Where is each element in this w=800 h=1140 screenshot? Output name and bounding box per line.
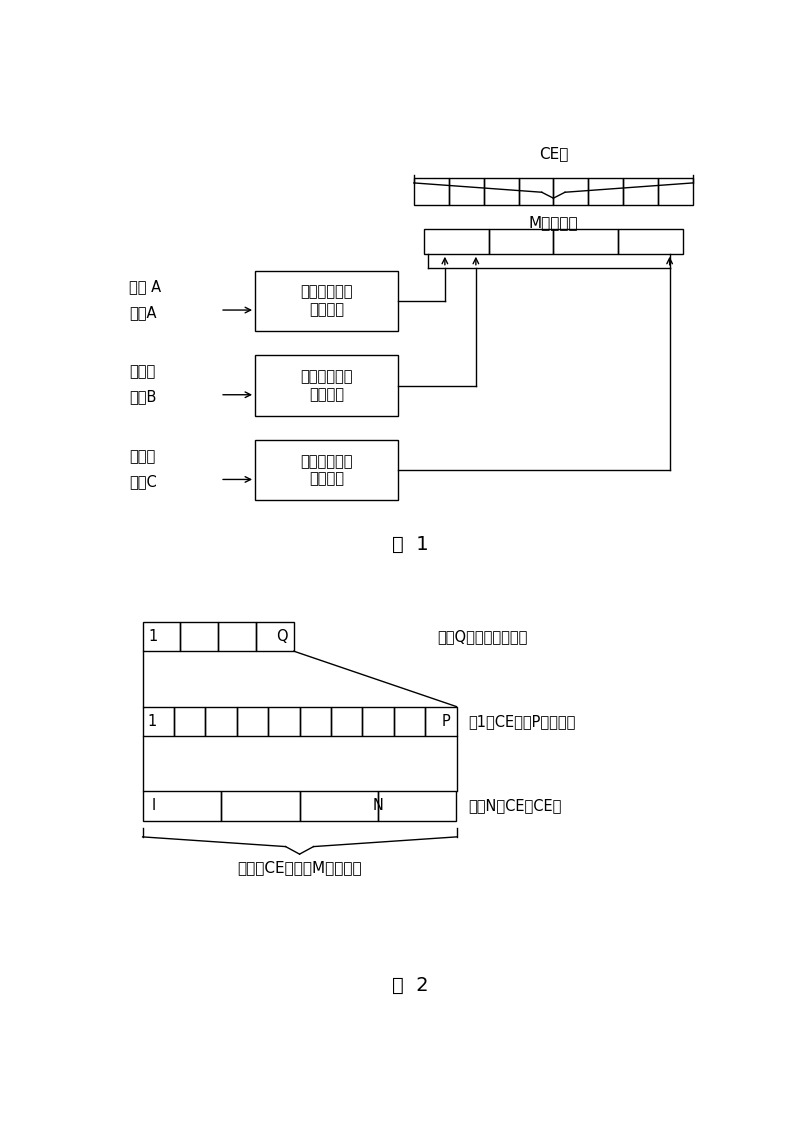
Bar [142, 707, 174, 735]
Bar [331, 707, 362, 735]
Bar [518, 178, 554, 204]
Bar [299, 707, 331, 735]
Text: 编码、比特交
织、调制: 编码、比特交 织、调制 [301, 454, 353, 487]
Text: 包括N个CE的CE组: 包括N个CE的CE组 [468, 798, 562, 814]
Text: 在1个CE中的P个符号组: 在1个CE中的P个符号组 [468, 714, 575, 728]
Text: 编码、比特交
织、调制: 编码、比特交 织、调制 [301, 285, 353, 317]
Bar [378, 791, 457, 821]
Text: 信息比: 信息比 [130, 449, 156, 464]
Text: 信息 A: 信息 A [130, 279, 162, 294]
Bar [181, 622, 218, 651]
Bar [449, 178, 484, 204]
Text: P: P [442, 714, 450, 728]
Text: 1: 1 [147, 714, 157, 728]
Bar [394, 707, 425, 735]
Bar [588, 178, 623, 204]
Bar [221, 791, 299, 821]
Bar [256, 622, 294, 651]
Bar [142, 791, 221, 821]
Bar [255, 356, 398, 416]
Bar [618, 229, 682, 254]
Text: 包括Q个符号的符号组: 包括Q个符号的符号组 [437, 629, 527, 644]
Bar [489, 229, 554, 254]
Bar [484, 178, 518, 204]
Bar [174, 707, 206, 735]
Bar [362, 707, 394, 735]
Bar [299, 791, 378, 821]
Text: 特包B: 特包B [130, 390, 157, 405]
Text: 特包C: 特包C [130, 474, 157, 489]
Text: 特包A: 特包A [130, 304, 157, 320]
Text: I: I [152, 798, 156, 814]
Bar [658, 178, 693, 204]
Text: 编码、比特交
织、调制: 编码、比特交 织、调制 [301, 369, 353, 401]
Bar [206, 707, 237, 735]
Bar [425, 707, 457, 735]
Text: N: N [373, 798, 383, 814]
Text: 图  2: 图 2 [392, 976, 428, 995]
Bar [554, 178, 588, 204]
Text: 包括在CE组中的M个符号组: 包括在CE组中的M个符号组 [238, 861, 362, 876]
Bar [142, 622, 181, 651]
Bar [554, 229, 618, 254]
Text: CE组: CE组 [538, 146, 568, 161]
Bar [218, 622, 256, 651]
Bar [255, 440, 398, 500]
Bar [255, 271, 398, 331]
Text: 图  1: 图 1 [392, 536, 428, 554]
Text: 1: 1 [149, 629, 158, 644]
Text: M个符号组: M个符号组 [529, 215, 578, 230]
Bar [268, 707, 299, 735]
Bar [424, 229, 489, 254]
Bar [237, 707, 268, 735]
Bar [623, 178, 658, 204]
Text: 信息比: 信息比 [130, 364, 156, 380]
Bar [414, 178, 449, 204]
Text: Q: Q [276, 629, 287, 644]
